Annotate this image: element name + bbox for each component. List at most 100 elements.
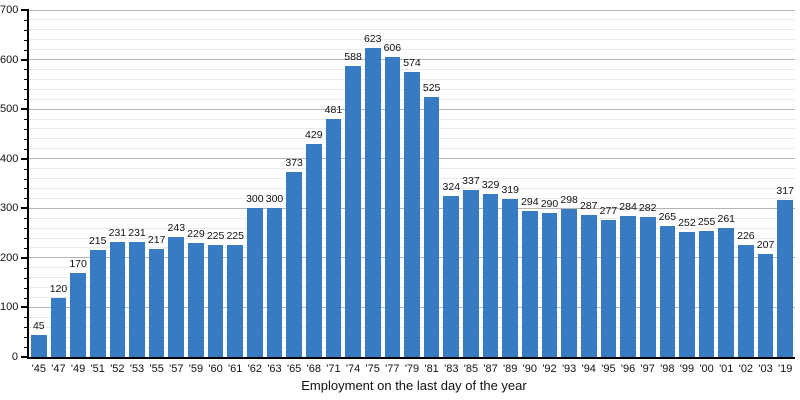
y-tick-major [21,108,29,111]
gridline-minor [29,49,795,51]
bar-value-label: 252 [678,217,696,230]
x-axis-tick-label: '90 [522,363,538,375]
bar-value-label: 623 [363,33,382,46]
x-axis-tick-label: '98 [660,363,675,375]
y-tick-minor [24,228,29,230]
bar [580,214,597,357]
bar [443,196,460,357]
bar-value-label: 170 [69,257,87,270]
bar-value-label: 255 [697,215,716,228]
bar-value-label: 294 [521,196,539,209]
bar [679,232,695,357]
x-axis-tick-label: '95 [601,363,616,375]
y-tick-minor [24,138,29,140]
bar-value-label: 429 [305,129,323,142]
bar-value-label: 225 [206,230,225,243]
x-axis-tick-label: '63 [267,363,282,375]
bar [502,198,519,357]
x-axis-tick-label: '77 [385,363,400,375]
y-tick-minor [24,39,29,41]
y-tick-minor [24,327,29,329]
bar-value-label: 574 [403,57,421,70]
x-axis-tick-label: '47 [51,363,66,375]
x-axis-tick-label: '74 [345,363,361,375]
x-axis-title: Employment on the last day of the year [301,378,527,393]
y-tick-minor [24,29,29,31]
y-axis-tick-label: 700 [0,4,19,16]
x-axis-tick-label: '99 [679,363,695,375]
x-axis-tick-label: '87 [483,363,498,375]
bar [561,209,577,357]
bar-value-label: 277 [599,204,618,217]
y-tick-minor [24,317,29,319]
bar [345,65,361,357]
y-axis-tick-label: 500 [0,103,19,116]
bar-value-label: 300 [265,193,284,206]
y-axis-tick-label: 200 [0,251,19,264]
bar [600,219,617,357]
x-axis-tick-label: '85 [463,363,479,375]
bar-value-label: 588 [344,50,362,63]
y-tick-minor [24,297,29,299]
y-tick-minor [24,99,29,101]
y-tick-major [21,207,29,210]
y-axis-tick-label: 0 [11,351,18,363]
bar-value-label: 45 [32,319,45,332]
bar [188,243,204,357]
bar [384,56,401,357]
y-axis-line [27,10,29,359]
y-tick-minor [24,218,29,220]
bar [541,213,558,357]
y-tick-minor [24,168,29,170]
bar-value-label: 284 [619,201,637,214]
y-tick-minor [24,247,29,249]
bar-value-label: 231 [128,227,146,240]
y-tick-minor [24,19,29,21]
bar-value-label: 282 [638,202,657,215]
bar [70,272,86,357]
x-axis-tick-label: '93 [561,363,577,375]
gridline-minor [29,29,795,31]
bar [482,193,499,357]
y-tick-minor [24,119,29,121]
bar [698,230,715,357]
y-tick-minor [24,287,29,289]
x-axis-tick-label: '19 [778,363,793,375]
bar [168,236,185,357]
y-axis-tick-label: 100 [0,301,19,314]
y-axis-tick-label: 400 [0,152,19,165]
x-axis-tick-label: '03 [758,363,773,375]
x-axis-tick-label: '57 [169,363,184,375]
bar [227,245,244,357]
bar [404,72,420,357]
x-axis-tick-label: '52 [110,363,125,375]
bar-value-label: 215 [88,235,107,248]
bar-value-label: 300 [246,193,264,206]
bar-value-label: 243 [167,221,186,234]
x-axis-tick-label: '92 [542,363,557,375]
bar-value-label: 324 [442,181,461,194]
y-tick-major [21,157,29,160]
y-tick-minor [24,69,29,71]
bar-value-label: 226 [737,229,755,242]
bar-value-label: 231 [108,227,127,240]
bar [325,118,342,357]
bar [777,199,793,357]
x-axis-tick-label: '02 [738,363,754,375]
y-tick-minor [24,198,29,200]
x-axis-tick-label: '01 [719,363,734,375]
bar [620,216,636,357]
bar [463,189,479,357]
bar-value-label: 319 [501,183,519,196]
y-tick-major [21,306,29,309]
x-axis-tick-label: '71 [326,363,341,375]
bar [148,249,165,357]
x-axis-tick-label: '60 [208,363,223,375]
bar [286,172,302,357]
y-tick-major [21,9,29,11]
x-axis-tick-label: '51 [90,363,105,375]
bar [364,48,381,357]
bar-value-label: 261 [717,212,736,225]
bar [89,250,106,357]
